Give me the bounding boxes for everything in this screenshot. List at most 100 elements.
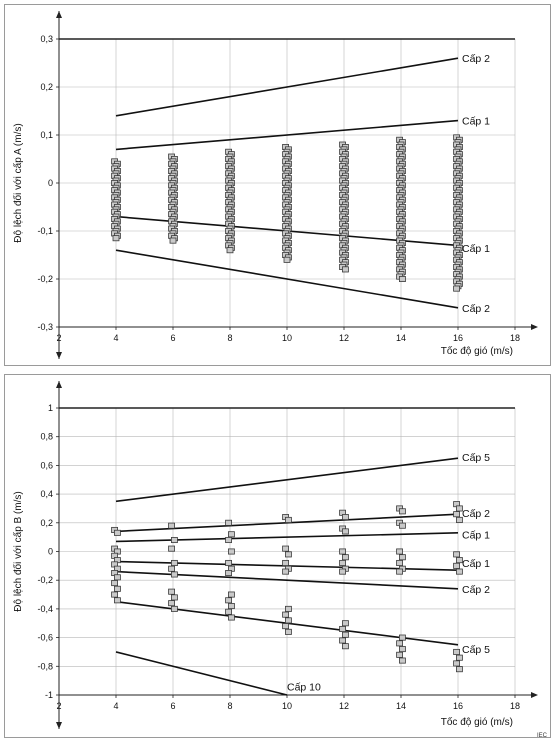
scatter-point: [453, 562, 460, 569]
scatter-point: [399, 634, 406, 641]
scatter-point: [168, 600, 175, 607]
scatter-point: [225, 597, 232, 604]
limit-line-label: Cấp 2: [462, 584, 490, 596]
scatter-point: [396, 548, 403, 555]
y-tick-label: 1: [48, 403, 53, 413]
scatter-point: [342, 620, 349, 627]
scatter-point: [225, 570, 232, 577]
scatter-point: [228, 531, 235, 538]
y-tick-label: 0,4: [40, 489, 53, 499]
limit-line-label: Cấp 1: [462, 116, 490, 128]
y-axis-arrow-up: [56, 381, 62, 388]
scatter-point: [114, 597, 121, 604]
scatter-point: [453, 511, 460, 518]
scatter-point: [285, 516, 292, 523]
scatter-point: [114, 574, 121, 581]
scatter-point: [456, 505, 463, 512]
x-tick-label: 8: [227, 333, 232, 343]
scatter-point: [399, 275, 406, 282]
y-tick-label: 0,8: [40, 432, 53, 442]
scatter-point: [112, 235, 120, 242]
scatter-point: [228, 603, 235, 610]
x-tick-label: 4: [113, 333, 118, 343]
x-axis-label: Tốc độ gió (m/s): [441, 345, 513, 357]
limit-line-label: Cấp 1: [462, 243, 490, 255]
x-tick-label: 16: [453, 701, 463, 711]
x-tick-label: 8: [227, 701, 232, 711]
chart-panel-a: -0,3 -0,2 -0,1 0 0,1 0,2 0,3 2 4 6 8 10 12 14 16 18 Tốc …: [4, 4, 551, 366]
scatter-point: [396, 568, 403, 575]
x-axis-arrow: [531, 324, 538, 330]
limit-line-label: Cấp 5: [462, 644, 490, 656]
x-tick-label: 14: [396, 333, 406, 343]
limit-line: [115, 651, 288, 696]
limit-line-label: Cấp 2: [462, 508, 490, 520]
x-tick-label: 12: [339, 701, 349, 711]
scatter-point: [168, 588, 175, 595]
y-axis-arrow-up: [56, 11, 62, 18]
limit-line: [115, 57, 459, 117]
chart-panel-b: -1 -0,8 -0,6 -0,4 -0,2 0 0,2 0,4 0,6 0,8 1 2 4 6 8 10 12…: [4, 374, 551, 739]
y-tick-label: 0: [48, 178, 53, 188]
limit-line-label: Cấp 2: [462, 303, 490, 315]
limit-line-label: Cấp 5: [462, 452, 490, 464]
limit-line-label: Cấp 1: [462, 529, 490, 541]
scatter-point: [168, 522, 175, 529]
y-tick-label: 0,6: [40, 460, 53, 470]
scatter-point: [225, 559, 232, 566]
y-tick-label: 0,1: [40, 130, 53, 140]
scatter-point: [283, 256, 291, 263]
scatter-point: [453, 285, 460, 292]
scatter-point: [339, 625, 346, 632]
scatter-point: [171, 537, 178, 544]
scatter-point: [169, 237, 177, 244]
scatter-point: [456, 516, 463, 523]
x-tick-label: 18: [510, 333, 520, 343]
scatter-point: [342, 643, 349, 650]
scatter-point: [168, 545, 175, 552]
x-tick-label: 16: [453, 333, 463, 343]
limit-line: [115, 119, 459, 151]
scatter-point: [456, 557, 463, 564]
scatter-point: [342, 554, 349, 561]
scatter-point: [282, 559, 289, 566]
scatter-point: [456, 568, 463, 575]
scatter-point: [399, 522, 406, 529]
scatter-point: [282, 611, 289, 618]
y-axis-arrow-down: [56, 722, 62, 729]
iec-tag: IEC: [536, 733, 547, 739]
scatter-point: [399, 554, 406, 561]
scatter-point: [111, 580, 118, 587]
scatter-point: [342, 528, 349, 535]
scatter-point: [282, 545, 289, 552]
scatter-point: [339, 559, 346, 566]
scatter-point: [225, 519, 232, 526]
scatter-point: [171, 559, 178, 566]
y-tick-label: -1: [45, 690, 53, 700]
x-axis-arrow: [531, 692, 538, 698]
scatter-point: [114, 585, 121, 592]
scatter-point: [226, 247, 234, 254]
scatter-point: [453, 648, 460, 655]
scatter-point: [453, 551, 460, 558]
y-tick-label: -0,1: [37, 226, 53, 236]
y-tick-label: 0: [48, 547, 53, 557]
x-tick-label: 6: [170, 701, 175, 711]
scatter-point: [282, 568, 289, 575]
limit-line: [115, 249, 459, 309]
chart-b-svg: -1-0,8-0,6-0,4-0,200,20,40,60,812 4 6 8 10 12…: [12, 381, 538, 729]
scatter-point: [456, 654, 463, 661]
scatter-point: [342, 514, 349, 521]
scatter-point: [339, 568, 346, 575]
scatter-point: [396, 559, 403, 566]
scatter-point: [228, 591, 235, 598]
x-tick-label: 10: [282, 701, 292, 711]
x-tick-label: 2: [56, 333, 61, 343]
scatter-point: [285, 551, 292, 558]
y-axis-label: Độ lệch đối với cấp B (m/s): [12, 491, 24, 611]
x-tick-label: 2: [56, 701, 61, 711]
scatter-point: [168, 565, 175, 572]
scatter-point: [399, 646, 406, 653]
scatter-point: [453, 660, 460, 667]
scatter-point: [225, 537, 232, 544]
